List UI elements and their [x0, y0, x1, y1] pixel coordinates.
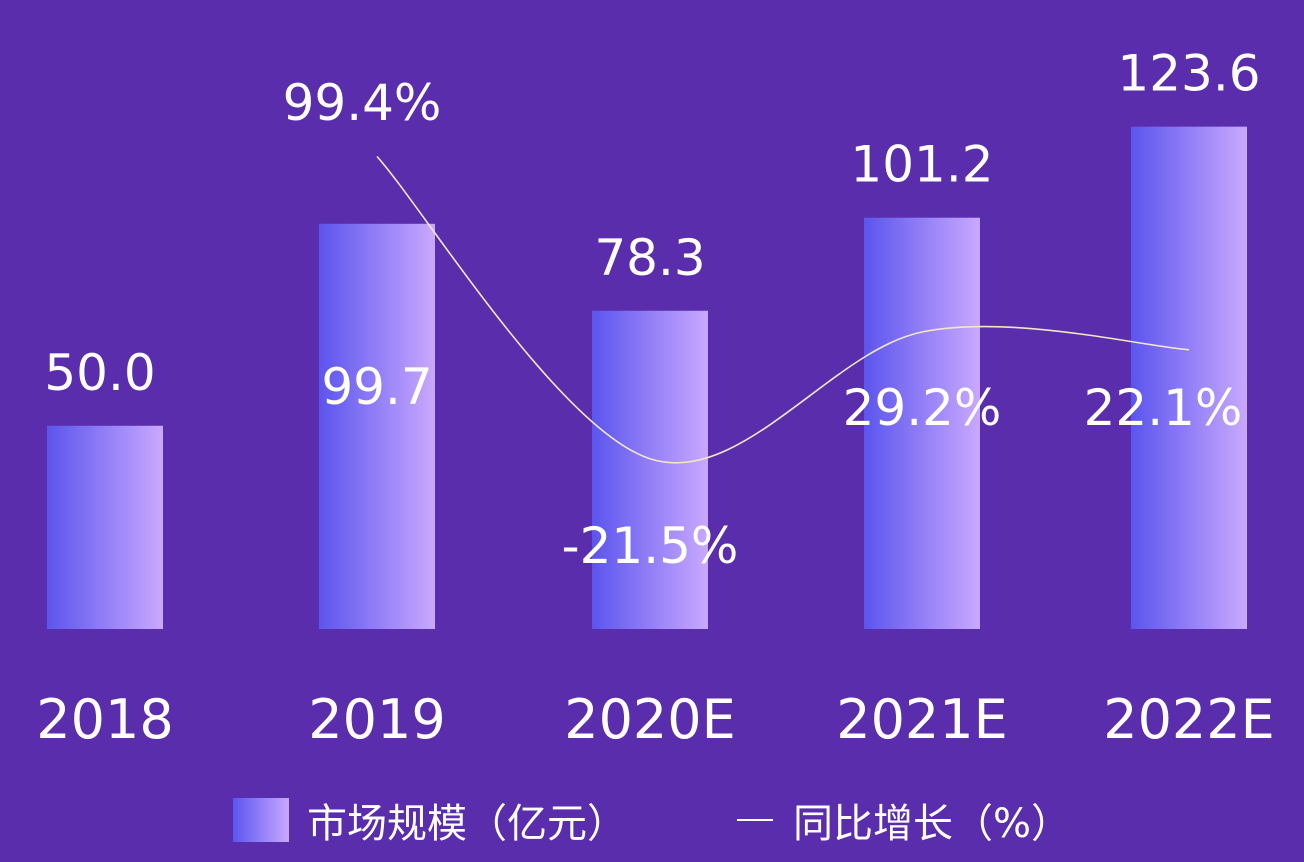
x-tick-label-2018: 2018 [36, 688, 173, 751]
bar-value-label-2018: 50.0 [44, 344, 155, 402]
x-tick-label-2019: 2019 [308, 688, 445, 751]
bar-2018 [47, 425, 163, 629]
legend-item-bar: 市场规模（亿元） [232, 791, 627, 849]
x-tick-label-2020E: 2020E [564, 688, 736, 751]
legend-label-bar: 市场规模（亿元） [306, 801, 627, 847]
growth-label-2019: 99.4% [283, 74, 442, 132]
legend-item-line: 同比增长（%） [736, 791, 1071, 849]
legend: 市场规模（亿元） 同比增长（%） [0, 790, 1304, 850]
bar-2022E [1131, 126, 1247, 629]
legend-label-line: 同比增长（%） [792, 801, 1071, 847]
growth-line [376, 155, 1190, 464]
plot-area: 50.0 99.7 78.3 101.2 123.6 99.4% -21.5% 29.2% 22… [36, 45, 1275, 751]
bar-value-label-2019: 99.7 [321, 358, 432, 416]
bar-value-label-2021E: 101.2 [850, 136, 993, 194]
bar-2019 [319, 223, 435, 629]
x-tick-label-2021E: 2021E [836, 688, 1008, 751]
legend-swatch-bar [232, 798, 289, 842]
legend-swatch-line [736, 819, 773, 821]
bar-value-label-2022E: 123.6 [1117, 45, 1260, 103]
bar-value-label-2020E: 78.3 [594, 229, 705, 287]
x-tick-label-2022E: 2022E [1103, 688, 1275, 751]
growth-label-2021E: 29.2% [843, 379, 1002, 437]
bar-2020E [592, 310, 708, 629]
growth-label-2020E: -21.5% [562, 517, 739, 575]
bar-2021E [864, 217, 980, 630]
growth-label-2022E: 22.1% [1084, 379, 1243, 437]
